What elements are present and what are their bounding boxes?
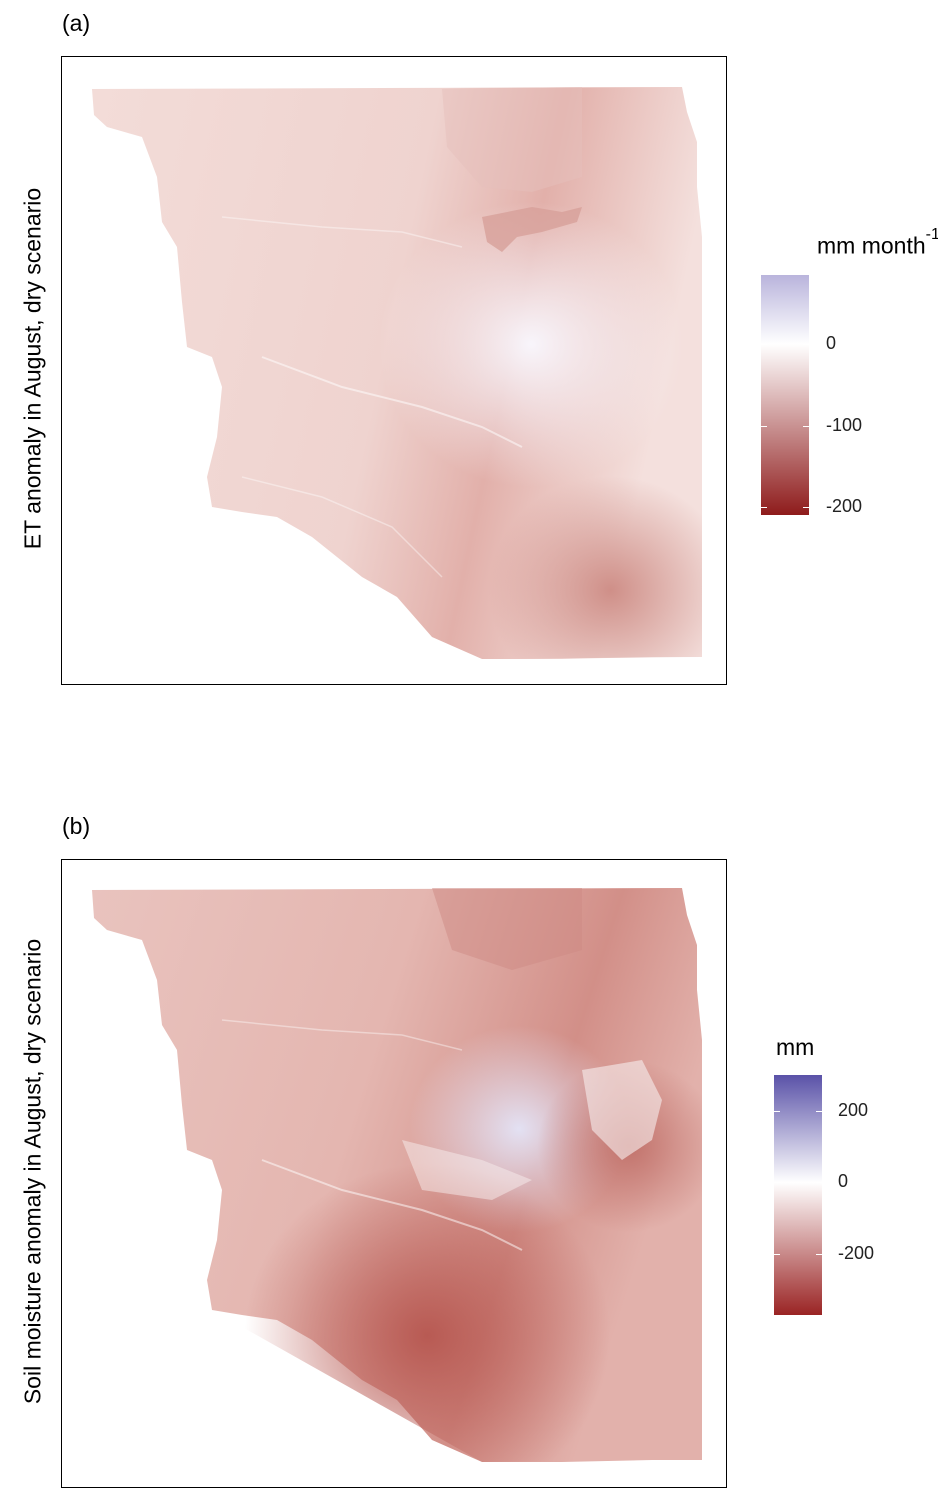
panel-b-tick-label-2: -200 — [838, 1243, 875, 1264]
panel-b-tick-mark-right-1 — [816, 1182, 822, 1184]
panel-b-map-frame — [61, 859, 727, 1488]
panel-a-tag: (a) — [62, 10, 91, 36]
panel-a-tick-mark-right-0 — [803, 344, 809, 346]
panel-b-tick-mark-left-0 — [774, 1110, 780, 1112]
panel-a-tick-mark-right-2 — [803, 506, 809, 508]
panel-a-tick-mark-left-0 — [761, 344, 767, 346]
panel-a-legend-exponent: -1 — [925, 226, 938, 243]
panel-a-map-frame — [61, 56, 727, 685]
panel-a-map — [92, 87, 702, 659]
panel-b-map — [92, 888, 702, 1462]
panel-b-ylabel: Soil moisture anomaly in August, dry sce… — [19, 938, 46, 1405]
panel-b-legend-unit: mm — [776, 1034, 815, 1060]
panel-b-tick-mark-left-2 — [774, 1254, 780, 1256]
panel-b-legend-title: mm — [776, 1034, 814, 1061]
panel-b-tick-label-0: 200 — [838, 1099, 869, 1120]
panel-a-legend-unit: mm month — [817, 232, 926, 259]
panel-b-tick-mark-left-1 — [774, 1182, 780, 1184]
panel-b-tick-label-1: 0 — [838, 1171, 849, 1192]
panel-b-tick-mark-right-0 — [816, 1110, 822, 1112]
panel-a-tick-mark-right-1 — [803, 425, 809, 427]
panel-a-tick-label-2: -200 — [826, 495, 863, 516]
panel-a-ylabel: ET anomaly in August, dry scenario — [19, 187, 46, 550]
panel-b-tag: (b) — [62, 813, 91, 839]
panel-a-tick-mark-left-1 — [761, 425, 767, 427]
panel-a-tick-label-0: 0 — [826, 333, 837, 354]
panel-a-colorbar — [761, 275, 809, 515]
panel-b-colorbar — [774, 1075, 822, 1315]
panel-a-legend-title: mm month-1 — [817, 226, 938, 260]
panel-b-tick-mark-right-2 — [816, 1254, 822, 1256]
panel-a-tick-label-1: -100 — [826, 414, 863, 435]
panel-a-tick-mark-left-2 — [761, 506, 767, 508]
